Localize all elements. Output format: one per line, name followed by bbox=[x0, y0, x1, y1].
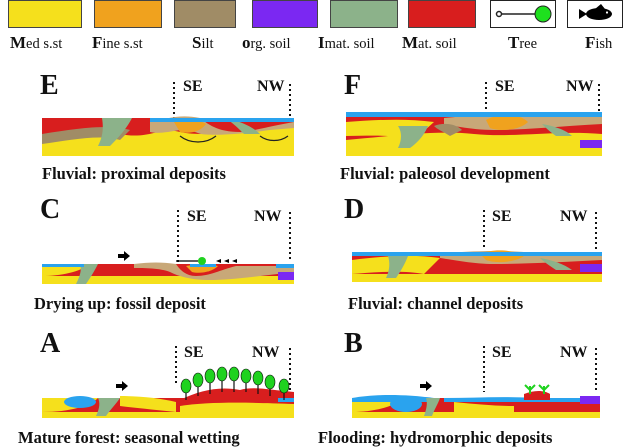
swatch-imat-soil bbox=[330, 0, 398, 28]
nw-label: NW bbox=[560, 208, 588, 225]
swatch-fine-sandstone bbox=[94, 0, 162, 28]
se-label: SE bbox=[187, 208, 207, 225]
nw-label: NW bbox=[254, 208, 282, 225]
cross-section-c bbox=[42, 210, 294, 284]
cross-section-d bbox=[352, 210, 602, 282]
caption: Fluvial: channel deposits bbox=[348, 294, 524, 313]
panel-letter: A bbox=[40, 328, 61, 359]
nw-label: NW bbox=[252, 344, 280, 361]
se-label: SE bbox=[183, 78, 203, 95]
cross-section-e bbox=[42, 82, 294, 156]
panel-letter: F bbox=[344, 70, 362, 101]
swatch-mat-soil bbox=[408, 0, 476, 28]
panel-letter: B bbox=[344, 328, 363, 359]
cross-section-b bbox=[352, 346, 600, 418]
nw-label: NW bbox=[257, 78, 285, 95]
panel-a: A SE NW bbox=[18, 328, 322, 447]
legend-label-fish: Fish bbox=[585, 33, 613, 52]
legend-label-silt: Silt bbox=[192, 33, 214, 52]
caption: Flooding: hydromorphic deposits bbox=[318, 428, 553, 447]
nw-label: NW bbox=[566, 78, 594, 95]
caption: Mature forest: seasonal wetting bbox=[18, 428, 240, 447]
panel-d: D SE NW Fluvial: channel deposits bbox=[344, 194, 626, 313]
panel-f: F SE NW Fluvial: paleosol development bbox=[340, 70, 626, 184]
se-label: SE bbox=[184, 344, 204, 361]
se-label: SE bbox=[495, 78, 515, 95]
panel-e: E SE NW Fluvial: proximal deposits bbox=[40, 70, 322, 184]
caption: Drying up: fossil deposit bbox=[34, 294, 206, 313]
caption: Fluvial: proximal deposits bbox=[42, 164, 226, 183]
nw-label: NW bbox=[560, 344, 588, 361]
fish-icon bbox=[567, 0, 623, 28]
cross-section-f bbox=[346, 82, 602, 156]
cross-section-a bbox=[42, 346, 294, 418]
panel-b: B SE NW Flooding: hydromorphic deposits bbox=[318, 328, 626, 447]
legend-label-tree: Tree bbox=[508, 33, 538, 52]
swatch-silt bbox=[174, 0, 236, 28]
legend-label-med-sandstone: Med s.st bbox=[10, 33, 63, 52]
caption: Fluvial: paleosol development bbox=[340, 164, 550, 183]
panel-letter: D bbox=[344, 194, 365, 225]
legend-label-imat-soil: Imat. soil bbox=[318, 33, 375, 52]
legend-label-mat-soil: Mat. soil bbox=[402, 33, 457, 52]
swatch-org-soil bbox=[252, 0, 318, 28]
legend-label-org-soil: org. soil bbox=[242, 33, 291, 52]
se-label: SE bbox=[492, 208, 512, 225]
legend-label-fine-sandstone: Fine s.st bbox=[92, 33, 143, 52]
panel-c: C SE NW Drying up: fossil deposit bbox=[34, 194, 322, 313]
panel-letter: E bbox=[40, 70, 59, 101]
swatch-med-sandstone bbox=[8, 0, 82, 28]
panel-letter: C bbox=[40, 194, 61, 225]
se-label: SE bbox=[492, 344, 512, 361]
tree-icon bbox=[490, 0, 556, 28]
